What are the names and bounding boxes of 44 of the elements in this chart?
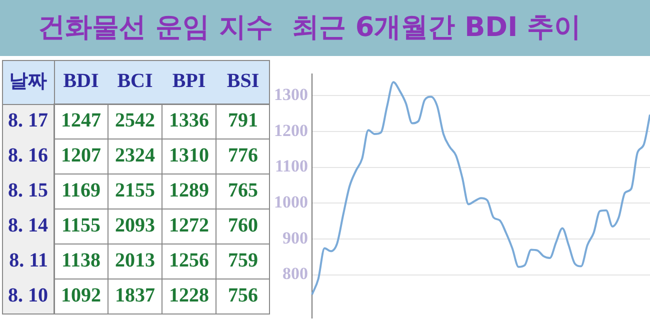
data-label: 2155	[115, 180, 155, 202]
x-tick-label: BDI	[63, 70, 99, 92]
y-tick-label: 1000	[274, 192, 308, 212]
data-label: 791	[228, 110, 258, 132]
data-label: 2542	[115, 110, 155, 132]
y-tick-label: 8. 14	[8, 214, 48, 237]
y-tick-label: 900	[282, 228, 308, 248]
y-tick-label: 8. 15	[8, 180, 48, 202]
y-tick-label: 1100	[274, 156, 308, 176]
y-tick-label: 8. 11	[9, 250, 48, 272]
data-label: 765	[228, 180, 258, 202]
y-tick-label: 800	[282, 264, 308, 284]
x-tick-label: BPI	[172, 70, 206, 92]
data-label: 1289	[169, 180, 209, 202]
data-label: 1256	[169, 250, 209, 272]
data-label: 1336	[169, 110, 209, 132]
data-label: 1138	[62, 250, 100, 272]
y-tick-label: 8. 16	[8, 144, 48, 167]
data-label: 1310	[169, 144, 209, 167]
data-label: 1169	[62, 180, 100, 202]
data-label: 2013	[115, 250, 155, 272]
y-axis-title: 날짜	[9, 70, 47, 92]
data-label: 759	[228, 250, 258, 272]
chart-title: 건화물선 운임 지수	[38, 11, 273, 45]
x-tick-label: BCI	[117, 70, 153, 92]
data-label: 756	[228, 284, 258, 307]
y-tick-label: 8. 10	[8, 284, 48, 307]
data-label: 1247	[61, 110, 101, 132]
data-label: 1207	[61, 144, 101, 167]
chart-title: 최근 6개월간 BDI 추이	[292, 11, 582, 45]
line-series	[311, 81, 650, 296]
y-tick-label: 8. 17	[8, 110, 48, 132]
data-label: 2093	[115, 214, 155, 237]
data-label: 776	[228, 144, 258, 167]
y-tick-label: 1200	[274, 120, 308, 140]
data-label: 1092	[61, 284, 101, 307]
data-label: 1837	[115, 284, 155, 307]
data-label: 760	[228, 214, 258, 237]
data-label: 2324	[115, 144, 155, 167]
data-label: 1272	[169, 214, 209, 237]
x-tick-label: BSI	[226, 70, 260, 92]
data-label: 1155	[62, 214, 100, 237]
y-tick-label: 1300	[274, 85, 308, 104]
data-label: 1228	[169, 284, 209, 307]
